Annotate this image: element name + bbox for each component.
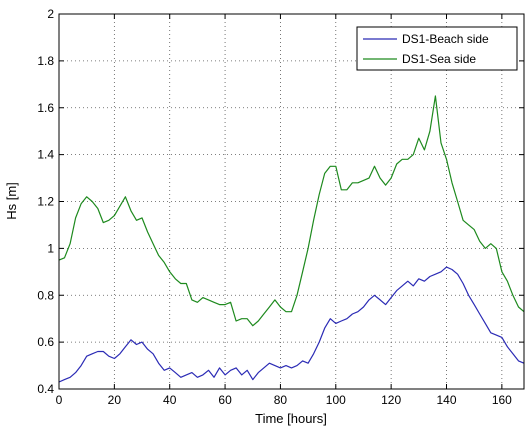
series-line-ds1-beach-side (58, 266, 525, 383)
legend: DS1-Beach side DS1-Sea side (356, 26, 518, 71)
x-tick-label: 0 (56, 393, 63, 407)
x-tick-label: 20 (108, 393, 122, 407)
x-tick-label: 60 (218, 393, 232, 407)
y-tick-label: 1.6 (37, 101, 54, 115)
x-tick-label: 140 (436, 393, 456, 407)
series-line-ds1-sea-side (58, 95, 525, 327)
legend-label-sea-side: DS1-Sea side (402, 52, 476, 66)
x-tick-label: 80 (274, 393, 288, 407)
y-tick-label: 1.4 (37, 148, 54, 162)
legend-label-beach-side: DS1-Beach side (402, 32, 489, 46)
x-tick-label: 100 (326, 393, 346, 407)
x-axis-label: Time [hours] (255, 411, 327, 426)
legend-box (356, 26, 518, 71)
x-tick-label: 160 (492, 393, 512, 407)
y-tick-label: 0.8 (37, 288, 54, 302)
x-tick-label: 40 (163, 393, 177, 407)
x-tick-label: 120 (381, 393, 401, 407)
y-tick-label: 2 (47, 7, 54, 21)
grid-lines (59, 14, 524, 389)
y-axis-label: Hs [m] (4, 182, 19, 220)
y-tick-label: 1.8 (37, 54, 54, 68)
series-layer (58, 95, 525, 383)
y-tick-label: 1.2 (37, 195, 54, 209)
y-tick-label: 1 (47, 241, 54, 255)
ticks: 0 20 40 60 80 100 120 140 160 0.4 0.6 0.8 1 1.2 1.4 1.6… (37, 7, 524, 407)
y-tick-label: 0.6 (37, 335, 54, 349)
y-tick-label: 0.4 (37, 382, 54, 396)
